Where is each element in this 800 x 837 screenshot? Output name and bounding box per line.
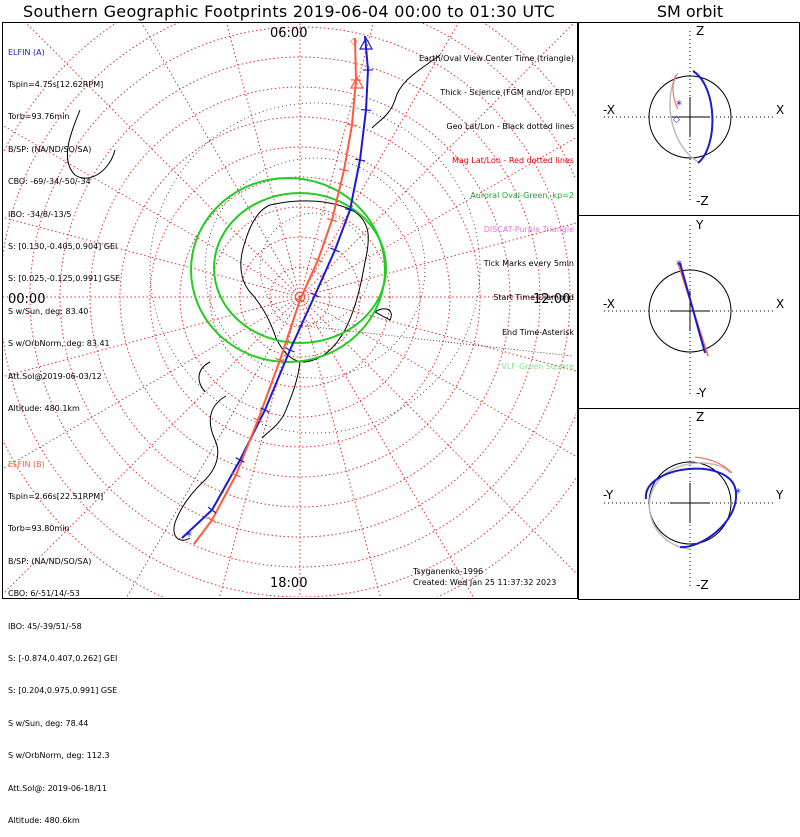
sm2-label-left: -X bbox=[603, 297, 615, 311]
sm1-label-left: -X bbox=[603, 103, 615, 117]
end-asterisk: * bbox=[735, 486, 741, 500]
sm1-label-top: Z bbox=[696, 24, 704, 38]
sm2-label-bottom: -Y bbox=[696, 386, 706, 400]
elfin-a-orbit bbox=[680, 263, 705, 353]
elfin-b-line: S: [-0.874,0.407,0.262] GEI bbox=[8, 654, 117, 665]
sm1-label-bottom: -Z bbox=[696, 194, 709, 208]
elfin-b-line: S: [0.204,0.975,0.991] GSE bbox=[8, 686, 117, 697]
sm2-label-right: X bbox=[776, 297, 784, 311]
sm3-label-right: Y bbox=[776, 488, 783, 502]
start-diamond: ◇ bbox=[673, 115, 680, 125]
sm3-label-left: -Y bbox=[603, 488, 613, 502]
end-asterisk: * bbox=[676, 98, 682, 112]
sm-plot-xy: * bbox=[604, 225, 776, 395]
sm3-label-top: Z bbox=[696, 410, 704, 424]
elfin-b-line: IBO: 45/-39/51/-58 bbox=[8, 622, 117, 633]
sm2-label-top: Y bbox=[696, 218, 703, 232]
elfin-b-line: Altitude: 480.6km bbox=[8, 816, 117, 827]
sm3-label-bottom: -Z bbox=[696, 578, 709, 592]
sm-plot-xz: ◇ * bbox=[604, 31, 776, 201]
sm-plot-yz: * bbox=[604, 417, 776, 587]
elfin-b-line: S w/Sun, deg: 78.44 bbox=[8, 719, 117, 730]
elfin-b-line: S w/OrbNorm, deg: 112.3 bbox=[8, 751, 117, 762]
sm-orbit-plots: ◇ * * * bbox=[0, 0, 800, 600]
sm1-label-right: X bbox=[776, 103, 784, 117]
elfin-b-line: Att.Sol@: 2019-06-18/11 bbox=[8, 784, 117, 795]
end-asterisk: * bbox=[676, 258, 682, 272]
